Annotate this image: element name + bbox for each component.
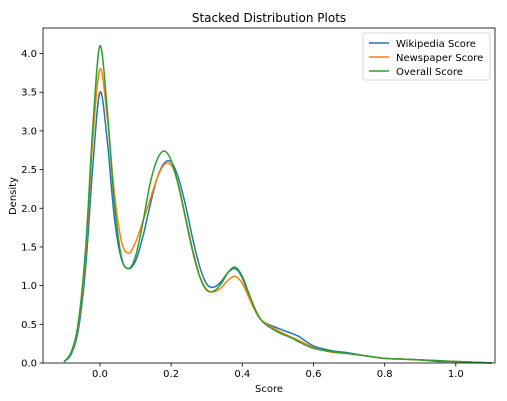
y-tick-label: 3.0: [21, 126, 37, 137]
x-tick-label: 0.4: [234, 369, 250, 380]
y-tick-label: 1.0: [21, 281, 37, 292]
y-axis-label: Density: [8, 177, 19, 215]
axes-layer: [42, 27, 496, 364]
series-layer: [63, 45, 493, 364]
series-line-overall-score: [63, 45, 493, 364]
legend-box: [362, 32, 491, 81]
y-tick-label: 2.5: [21, 165, 37, 176]
y-tick-label: 0.0: [21, 359, 37, 370]
y-tick-label: 1.5: [21, 242, 37, 253]
x-axis-ticks: 0.0 0.2 0.4 0.6 0.8 1.0: [92, 363, 464, 380]
x-tick-label: 0.6: [306, 369, 322, 380]
legend: Wikipedia Score Newspaper Score Overall …: [362, 32, 491, 81]
plot-area: 0.0 0.2 0.4 0.6 0.8 1.0 0.0 0.5 1.0 1.5 2.0 2.5 3.0…: [21, 27, 496, 380]
plot-background: [43, 28, 495, 363]
x-tick-label: 0.2: [163, 369, 179, 380]
plot-frame: [42, 27, 496, 364]
legend-label-wikipedia: Wikipedia Score: [396, 39, 476, 50]
x-tick-label: 1.0: [448, 369, 464, 380]
y-axis-ticks: 0.0 0.5 1.0 1.5 2.0 2.5 3.0 3.5 4.0: [21, 49, 43, 370]
legend-label-overall: Overall Score: [396, 67, 463, 78]
x-axis-label: Score: [255, 384, 283, 395]
legend-label-newspaper: Newspaper Score: [396, 53, 483, 64]
y-tick-label: 2.0: [21, 204, 37, 215]
y-tick-label: 0.5: [21, 320, 37, 331]
x-tick-label: 0.0: [92, 369, 108, 380]
chart-title: Stacked Distribution Plots: [192, 11, 346, 25]
y-tick-label: 4.0: [21, 49, 37, 60]
x-tick-label: 0.8: [377, 369, 393, 380]
y-tick-label: 3.5: [21, 88, 37, 99]
